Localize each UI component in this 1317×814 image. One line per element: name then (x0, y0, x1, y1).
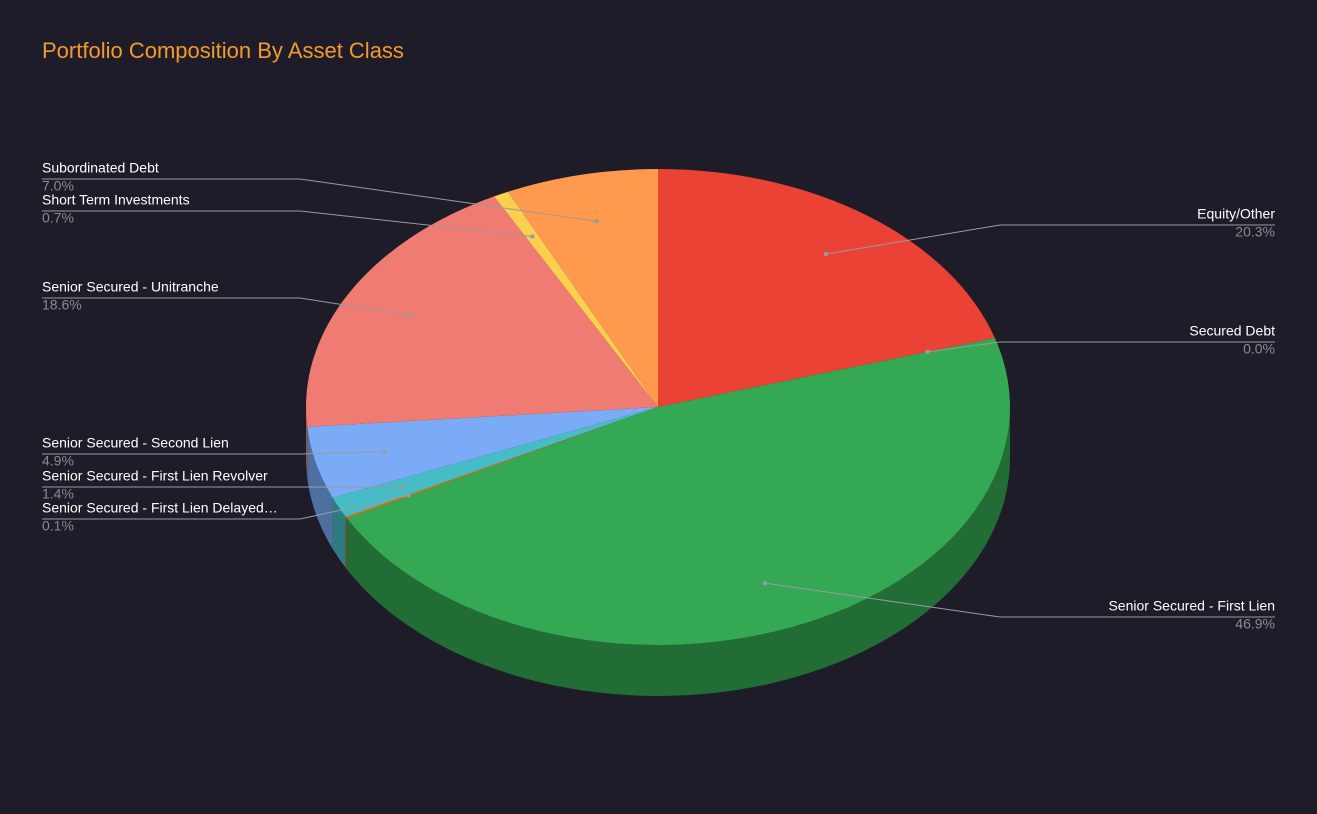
label-value: 0.7% (42, 210, 74, 226)
label-name: Senior Secured - First Lien Revolver (42, 468, 268, 484)
slice-side (332, 497, 346, 568)
leader-dot (406, 493, 411, 498)
label-value: 46.9% (1235, 616, 1275, 632)
label-name: Equity/Other (1197, 206, 1275, 222)
leader-dot (925, 349, 930, 355)
label-value: 1.4% (42, 486, 74, 502)
leader-line (825, 224, 1275, 255)
label-value: 0.1% (42, 518, 74, 534)
slice (306, 196, 658, 427)
leader-line (42, 178, 597, 222)
slice (658, 169, 995, 407)
slice (345, 407, 658, 519)
label-name: Short Term Investments (42, 192, 190, 208)
leader-line (42, 210, 533, 238)
leader-dot (382, 449, 387, 454)
slice (307, 407, 658, 498)
label-value: 7.0% (42, 178, 74, 194)
label-value: 18.6% (42, 297, 82, 313)
slice-side (346, 407, 1011, 697)
label-name: Subordinated Debt (42, 160, 159, 176)
leader-line (42, 494, 409, 520)
leader-line (42, 297, 412, 316)
label-name: Senior Secured - Unitranche (42, 279, 219, 295)
label-name: Senior Secured - First Lien (1108, 598, 1275, 614)
slice-side (306, 407, 308, 478)
leader-dot (762, 580, 768, 586)
slice-side (345, 516, 347, 570)
leader-line (42, 451, 385, 455)
leader-dot (823, 251, 829, 257)
label-name: Senior Secured - First Lien Delayed… (42, 500, 278, 516)
leader-dot (408, 313, 414, 318)
slice (507, 169, 658, 407)
leader-dot (594, 218, 599, 224)
chart-title: Portfolio Composition By Asset Class (42, 38, 404, 63)
leader-dot (400, 485, 405, 490)
slice (332, 407, 658, 517)
leader-line (927, 341, 1275, 353)
slice-side (307, 426, 333, 549)
slice (494, 191, 658, 407)
label-value: 4.9% (42, 453, 74, 469)
label-name: Senior Secured - Second Lien (42, 435, 229, 451)
slice (346, 338, 1011, 646)
label-name: Secured Debt (1189, 323, 1275, 339)
leader-line (764, 582, 1275, 618)
label-value: 0.0% (1243, 341, 1275, 357)
label-value: 20.3% (1235, 224, 1275, 240)
leader-dot (530, 234, 535, 239)
